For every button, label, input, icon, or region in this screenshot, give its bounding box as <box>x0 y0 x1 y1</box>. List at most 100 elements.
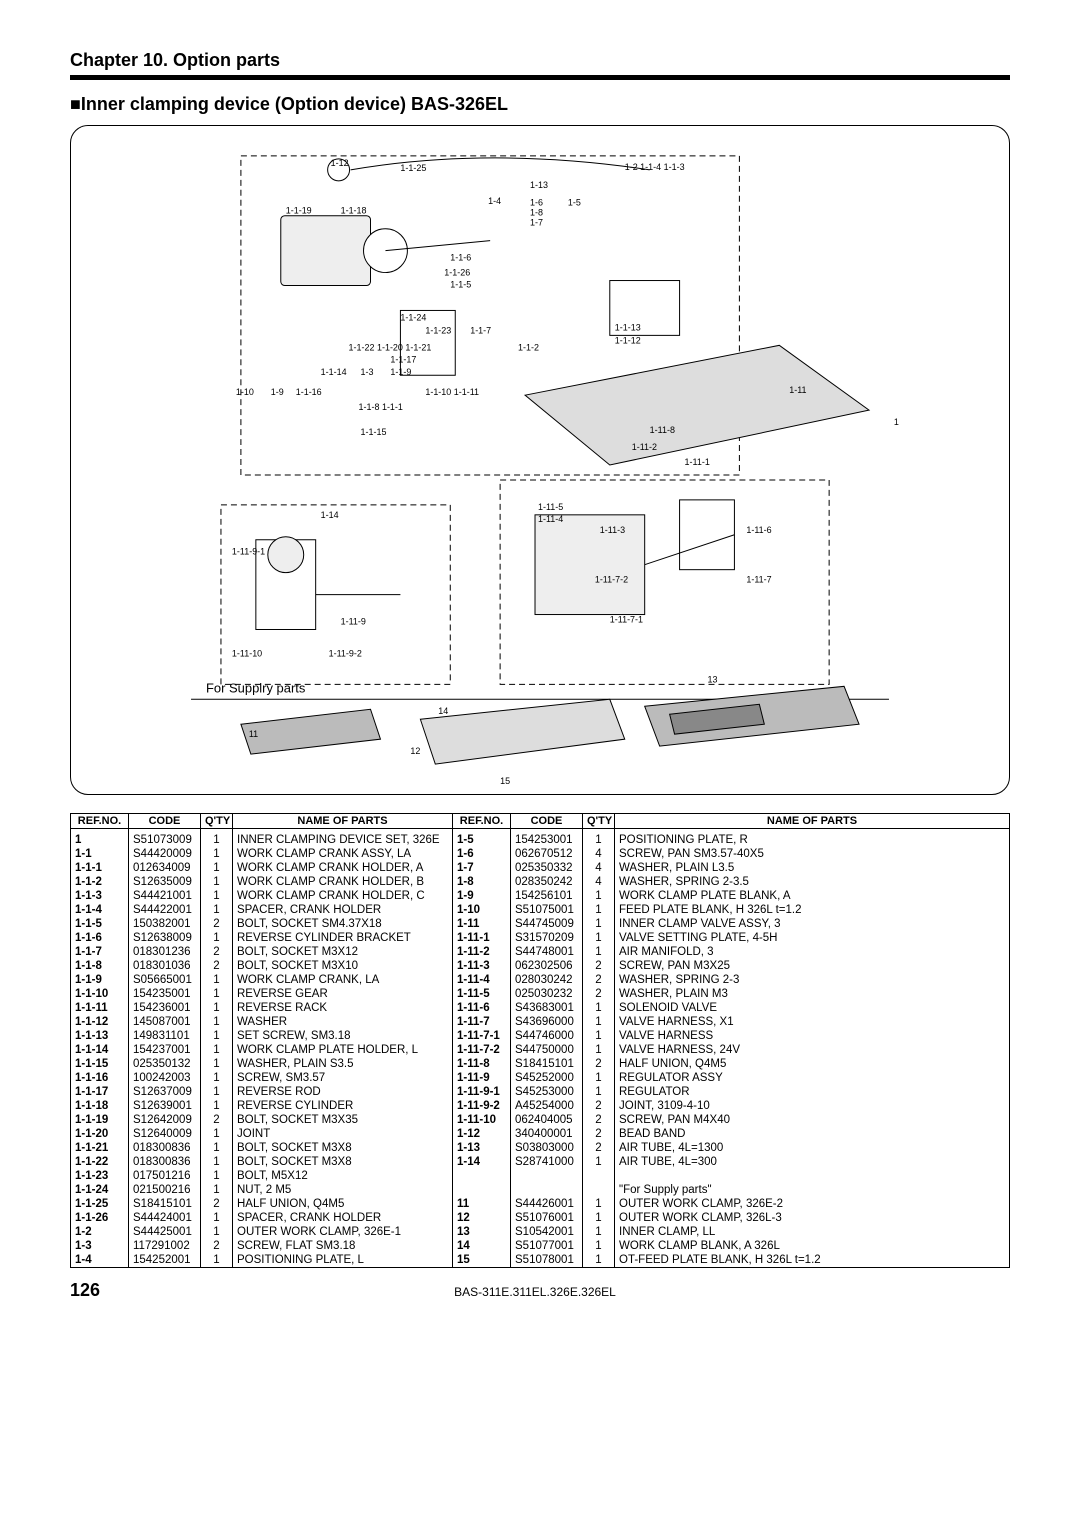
svg-text:1-11-9-2: 1-11-9-2 <box>329 648 362 658</box>
table-row: 1-1-101542350011REVERSE GEAR1-11-5025030… <box>71 987 1010 1001</box>
svg-text:1-13: 1-13 <box>530 180 548 190</box>
svg-text:1-5: 1-5 <box>568 198 581 208</box>
svg-text:1-12: 1-12 <box>331 158 349 168</box>
svg-text:1-1-15: 1-1-15 <box>361 427 387 437</box>
svg-text:1-1-26: 1-1-26 <box>444 268 470 278</box>
svg-text:1-1-5: 1-1-5 <box>450 280 471 290</box>
col-name2: NAME OF PARTS <box>615 814 1010 829</box>
svg-text:1-11-5: 1-11-5 <box>538 502 563 512</box>
table-row: 1-1-161002420031SCREW, SM3.571-11-9S4525… <box>71 1071 1010 1085</box>
svg-text:1-2 1-1-4 1-1-3: 1-2 1-1-4 1-1-3 <box>625 162 685 172</box>
svg-text:1-11-8: 1-11-8 <box>650 425 675 435</box>
table-row: 1-1-25S184151012HALF UNION, Q4M511S44426… <box>71 1197 1010 1211</box>
table-row: 1S510730091INNER CLAMPING DEVICE SET, 32… <box>71 833 1010 847</box>
svg-text:1-1-19: 1-1-19 <box>286 206 312 216</box>
table-row: 1-1-141542370011WORK CLAMP PLATE HOLDER,… <box>71 1043 1010 1057</box>
svg-text:1-1-8 1-1-1: 1-1-8 1-1-1 <box>359 402 403 412</box>
table-row: 1-1-121450870011WASHER1-11-7S436960001VA… <box>71 1015 1010 1029</box>
svg-text:1-11-9-1: 1-11-9-1 <box>232 547 265 557</box>
svg-text:1-9: 1-9 <box>271 387 284 397</box>
svg-text:1-1-17: 1-1-17 <box>390 354 416 364</box>
svg-text:1-11-2: 1-11-2 <box>632 442 657 452</box>
svg-text:1-11: 1-11 <box>789 385 806 395</box>
col-qty2: Q'TY <box>583 814 615 829</box>
table-row: 1-2S444250011OUTER WORK CLAMP, 326E-113S… <box>71 1225 1010 1239</box>
section-title: ■Inner clamping device (Option device) B… <box>70 94 1010 115</box>
svg-text:1-4: 1-4 <box>488 196 501 206</box>
svg-text:1-1-10 1-1-11: 1-1-10 1-1-11 <box>425 387 479 397</box>
table-row: 1-1-210183008361BOLT, SOCKET M3X81-13S03… <box>71 1141 1010 1155</box>
svg-text:1-1-23: 1-1-23 <box>425 325 451 335</box>
parts-table: REF.NO. CODE Q'TY NAME OF PARTS REF.NO. … <box>70 813 1010 1268</box>
table-row: 1-1-20S126400091JOINT1-123404000012BEAD … <box>71 1127 1010 1141</box>
svg-text:1-11-7: 1-11-7 <box>746 575 771 585</box>
table-row: 1-1-17S126370091REVERSE ROD1-11-9-1S4525… <box>71 1085 1010 1099</box>
svg-text:1-11-4: 1-11-4 <box>538 514 563 524</box>
table-row: 1-1-9S056650011WORK CLAMP CRANK, LA1-11-… <box>71 973 1010 987</box>
table-row: 1-1-2S126350091WORK CLAMP CRANK HOLDER, … <box>71 875 1010 889</box>
svg-text:1-14: 1-14 <box>321 510 339 520</box>
page-number: 126 <box>70 1280 100 1301</box>
svg-text:1-11-7-1: 1-11-7-1 <box>610 615 643 625</box>
svg-text:1-11-1: 1-11-1 <box>685 457 710 467</box>
supply-parts-label: For Supplry parts <box>206 680 306 695</box>
svg-text:11: 11 <box>249 729 258 739</box>
footer-model: BAS-311E.311EL.326E.326EL <box>454 1285 616 1299</box>
table-header-row: REF.NO. CODE Q'TY NAME OF PARTS REF.NO. … <box>71 814 1010 829</box>
table-row: 1-1-51503820012BOLT, SOCKET SM4.37X181-1… <box>71 917 1010 931</box>
svg-text:14: 14 <box>438 706 448 716</box>
svg-text:1-1-7: 1-1-7 <box>470 325 491 335</box>
col-code2: CODE <box>511 814 583 829</box>
svg-text:1-11-7-2: 1-11-7-2 <box>595 575 628 585</box>
col-refno2: REF.NO. <box>453 814 511 829</box>
table-row: 1-1-6S126380091REVERSE CYLINDER BRACKET1… <box>71 931 1010 945</box>
table-row: 1-1-18S126390011REVERSE CYLINDER1-11-9-2… <box>71 1099 1010 1113</box>
svg-text:1-3: 1-3 <box>361 367 374 377</box>
table-row: 1-1-80183010362BOLT, SOCKET M3X101-11-30… <box>71 959 1010 973</box>
table-row: 1-1-4S444220011SPACER, CRANK HOLDER1-10S… <box>71 903 1010 917</box>
svg-text:1-1-25: 1-1-25 <box>400 163 426 173</box>
table-row: 1-41542520011POSITIONING PLATE, L15S5107… <box>71 1253 1010 1268</box>
table-row: 1-1-10126340091WORK CLAMP CRANK HOLDER, … <box>71 861 1010 875</box>
exploded-diagram: For Supplry parts 1-12 1-1-25 1-2 1-1-4 … <box>70 125 1010 795</box>
table-row: 1-1-111542360011REVERSE RACK1-11-6S43683… <box>71 1001 1010 1015</box>
table-row: 1-1-220183008361BOLT, SOCKET M3X81-14S28… <box>71 1155 1010 1169</box>
svg-text:1-8: 1-8 <box>530 208 543 218</box>
svg-text:13: 13 <box>707 674 717 684</box>
svg-text:1-1-16: 1-1-16 <box>296 387 322 397</box>
table-row: 1-1-70183012362BOLT, SOCKET M3X121-11-2S… <box>71 945 1010 959</box>
table-row: 1-1-3S444210011WORK CLAMP CRANK HOLDER, … <box>71 889 1010 903</box>
svg-text:1-10: 1-10 <box>236 387 254 397</box>
table-row: 1-1-230175012161BOLT, M5X12 <box>71 1169 1010 1183</box>
svg-text:1-1-14: 1-1-14 <box>321 367 347 377</box>
page-footer: 126 BAS-311E.311EL.326E.326EL <box>70 1280 1010 1301</box>
chapter-heading: Chapter 10. Option parts <box>70 50 1010 71</box>
table-row: 1-1-26S444240011SPACER, CRANK HOLDER12S5… <box>71 1211 1010 1225</box>
svg-text:15: 15 <box>500 776 510 786</box>
col-code: CODE <box>129 814 201 829</box>
svg-text:1-1-13: 1-1-13 <box>615 322 641 332</box>
table-row: 1-1S444200091WORK CLAMP CRANK ASSY, LA1-… <box>71 847 1010 861</box>
table-row: 1-1-240215002161NUT, 2 M5"For Supply par… <box>71 1183 1010 1197</box>
table-row: 1-1-131498311011SET SCREW, SM3.181-11-7-… <box>71 1029 1010 1043</box>
svg-text:1-1-2: 1-1-2 <box>518 342 539 352</box>
svg-text:1-11-3: 1-11-3 <box>600 525 625 535</box>
svg-text:1-1-6: 1-1-6 <box>450 253 471 263</box>
table-row: 1-1-19S126420092BOLT, SOCKET M3X351-11-1… <box>71 1113 1010 1127</box>
col-qty: Q'TY <box>201 814 233 829</box>
diagram-svg: For Supplry parts 1-12 1-1-25 1-2 1-1-4 … <box>71 126 1009 794</box>
svg-text:1-6: 1-6 <box>530 198 543 208</box>
table-row: 1-31172910022SCREW, FLAT SM3.1814S510770… <box>71 1239 1010 1253</box>
svg-text:1-11-9: 1-11-9 <box>341 617 366 627</box>
header-rule <box>70 75 1010 80</box>
svg-text:1-11-6: 1-11-6 <box>746 525 771 535</box>
table-row: 1-1-150253501321WASHER, PLAIN S3.51-11-8… <box>71 1057 1010 1071</box>
svg-text:1-1-9: 1-1-9 <box>390 367 411 377</box>
col-refno: REF.NO. <box>71 814 129 829</box>
col-name: NAME OF PARTS <box>233 814 453 829</box>
svg-text:1-1-24: 1-1-24 <box>400 312 426 322</box>
svg-text:1-11-10: 1-11-10 <box>232 648 262 658</box>
svg-text:1-7: 1-7 <box>530 218 543 228</box>
svg-text:1-1-22 1-1-20 1-1-21: 1-1-22 1-1-20 1-1-21 <box>349 342 432 352</box>
svg-text:1-1-12: 1-1-12 <box>615 335 641 345</box>
